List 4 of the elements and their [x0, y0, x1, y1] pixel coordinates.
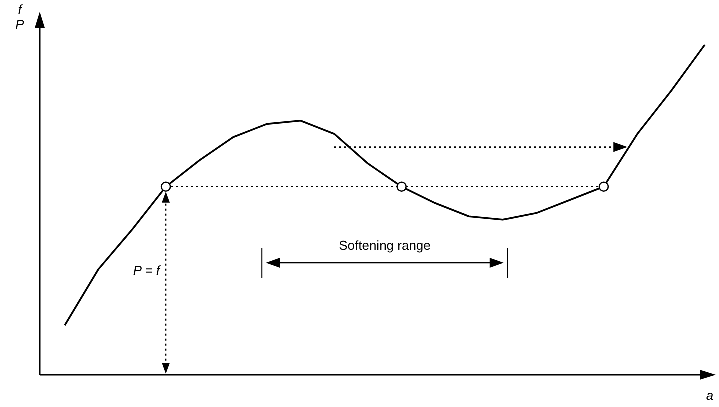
annotation: P = f: [133, 263, 162, 278]
x-axis-title: a: [706, 388, 714, 403]
y-axis-title: f P: [16, 2, 25, 32]
annotation: Softening range: [339, 238, 431, 253]
